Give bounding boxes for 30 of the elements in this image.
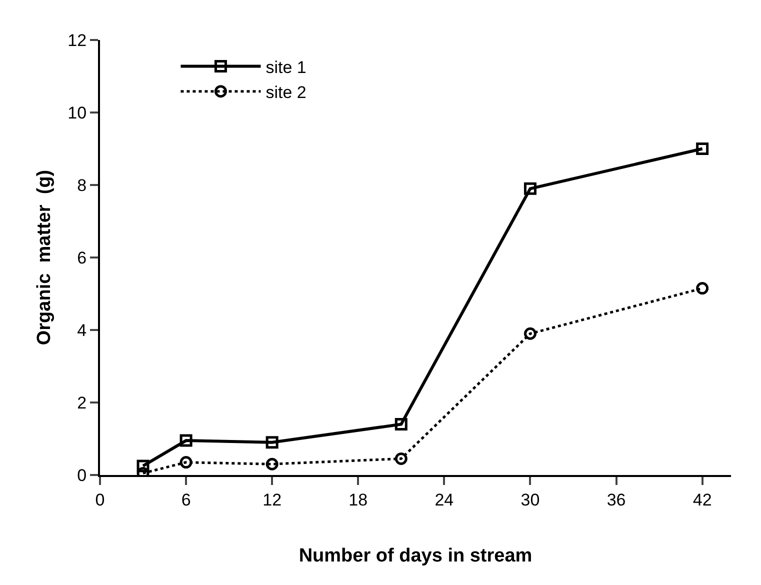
x-tick-label: 6 xyxy=(181,490,191,510)
y-tick-label: 0 xyxy=(77,466,87,485)
legend-label: site 1 xyxy=(266,58,306,77)
point xyxy=(394,452,408,465)
point xyxy=(136,460,150,472)
x-tick-label: 18 xyxy=(348,490,368,510)
point xyxy=(266,458,278,470)
point xyxy=(524,327,536,340)
x-axis-title: Number of days in stream xyxy=(298,546,532,567)
x-tick-label: 30 xyxy=(520,490,540,510)
x-tick-label: 36 xyxy=(606,490,626,510)
point xyxy=(696,282,709,295)
y-tick-label: 4 xyxy=(77,320,87,340)
point xyxy=(394,418,408,430)
point xyxy=(524,182,536,195)
y-tick-label: 10 xyxy=(68,103,87,122)
legend-label: site 2 xyxy=(266,82,306,102)
y-tick-label: 6 xyxy=(77,248,87,268)
y-tick-label: 8 xyxy=(77,176,87,195)
y-tick-label: 12 xyxy=(68,30,87,50)
x-tick-label: 0 xyxy=(95,490,105,510)
point xyxy=(696,142,709,155)
x-tick-label: 24 xyxy=(434,490,454,510)
y-axis-title: Organic matter (g) xyxy=(34,170,56,346)
point xyxy=(266,436,278,449)
y-tick-label: 2 xyxy=(77,393,87,412)
point xyxy=(180,456,192,469)
point xyxy=(180,434,192,447)
x-tick-label: 42 xyxy=(692,490,712,510)
x-tick-label: 12 xyxy=(262,490,282,510)
